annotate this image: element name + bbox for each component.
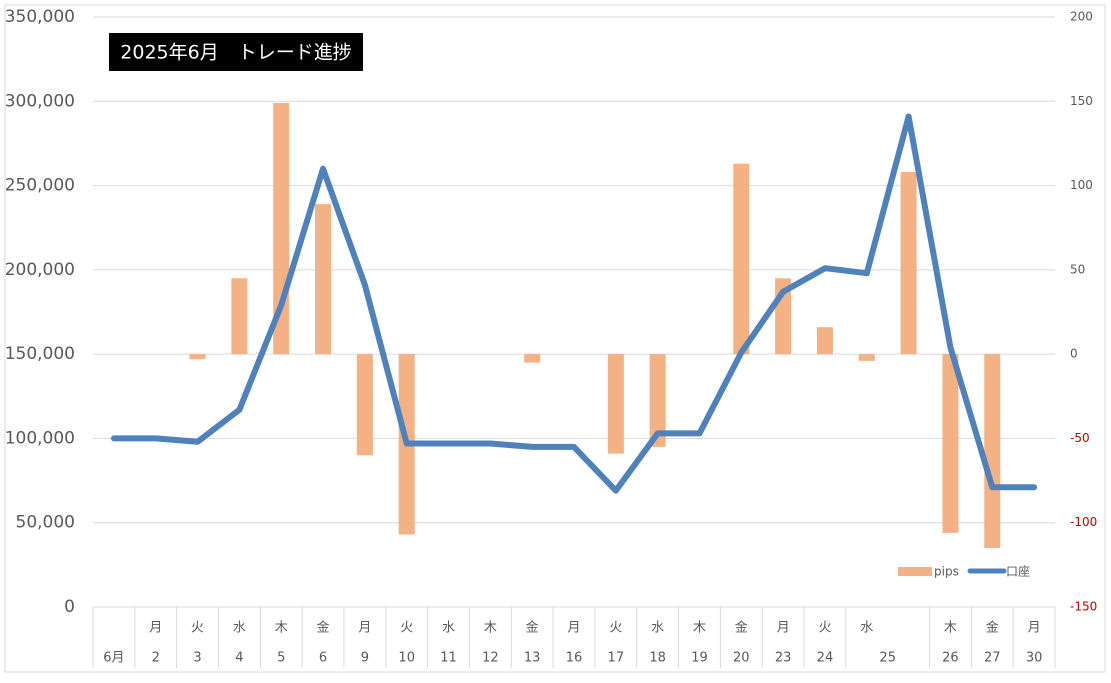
x-weekday-label: 月 (567, 621, 580, 636)
legend-swatch (898, 567, 932, 576)
y-tick-label: 350,000 (5, 7, 75, 27)
x-weekday-label: 水 (233, 621, 246, 636)
y2-tick-label: -50 (1070, 431, 1090, 445)
bar (858, 354, 875, 361)
y2-tick-label: 0 (1070, 347, 1078, 361)
x-tick-label: 6 (319, 651, 327, 666)
y-tick-label: 200,000 (5, 260, 75, 280)
x-weekday-label: 月 (777, 621, 790, 636)
x-weekday-label: 火 (400, 621, 413, 636)
x-weekday-label: 水 (860, 621, 873, 636)
bar (231, 278, 248, 355)
legend-label: 口座 (1006, 564, 1030, 579)
x-tick-label: 6月 (103, 651, 124, 666)
x-tick-label: 16 (566, 651, 583, 666)
line (110, 113, 1038, 494)
x-tick-label: 30 (1026, 651, 1043, 666)
x-tick-label: 2 (152, 651, 160, 666)
y-tick-label: 250,000 (5, 176, 75, 196)
x-tick-label: 26 (942, 651, 959, 666)
x-weekday-label: 月 (149, 621, 162, 636)
x-tick-label: 18 (649, 651, 666, 666)
x-weekday-label: 水 (651, 621, 664, 636)
bar (816, 327, 833, 355)
title-box (109, 33, 363, 71)
x-tick-label: 23 (775, 651, 792, 666)
x-tick-label: 17 (608, 651, 625, 666)
x-weekday-label: 木 (693, 621, 706, 636)
x-weekday-label: 木 (484, 621, 497, 636)
x-tick-label: 10 (398, 651, 415, 666)
y2-tick-label: 150 (1070, 94, 1093, 108)
y-tick-label: 0 (64, 597, 75, 617)
x-tick-label: 13 (524, 651, 541, 666)
x-weekday-label: 金 (317, 620, 330, 636)
y-tick-label: 300,000 (5, 91, 75, 111)
bar (649, 354, 666, 447)
plot: 0 50,000 100,000 150,000 200,000 250,000 300,0… (5, 7, 1097, 668)
y2-tick-label: -150 (1070, 600, 1097, 614)
x-tick-label: 24 (817, 651, 834, 666)
x-weekday-label: 月 (358, 621, 371, 636)
y-tick-label: 150,000 (5, 344, 75, 364)
x-weekday-label: 木 (275, 621, 288, 636)
x-tick-label: 5 (277, 651, 285, 666)
y-tick-label: 50,000 (16, 513, 75, 533)
y2-tick-label: 50 (1070, 262, 1085, 276)
bar (607, 354, 624, 454)
x-weekday-label: 水 (442, 621, 455, 636)
bar (733, 163, 750, 355)
bar (984, 354, 1001, 548)
x-weekday-label: 月 (1028, 621, 1041, 636)
x-weekday-label: 金 (735, 620, 748, 636)
bar (900, 172, 917, 355)
x-tick-label: 27 (984, 651, 1001, 666)
x-weekday-label: 木 (944, 621, 957, 636)
x-weekday-label: 火 (191, 621, 204, 636)
legend-label: pips (934, 565, 959, 579)
y2-tick-label: 100 (1070, 178, 1093, 192)
x-weekday-label: 火 (818, 621, 831, 636)
x-tick-label: 25 (879, 651, 896, 666)
bar (315, 204, 332, 355)
chart-title: 2025年6月 トレード進捗 (120, 42, 351, 64)
x-tick-label: 11 (440, 651, 457, 666)
x-tick-label: 3 (193, 651, 201, 666)
x-weekday-label: 金 (526, 620, 539, 636)
x-tick-label: 4 (235, 651, 243, 666)
bar (189, 354, 206, 360)
y2-tick-label: -100 (1070, 515, 1097, 529)
x-weekday-label: 火 (609, 621, 622, 636)
chart-border (4, 4, 1106, 673)
bar (942, 354, 959, 533)
x-tick-label: 20 (733, 651, 750, 666)
x-tick-label: 12 (482, 651, 499, 666)
y2-tick-label: 200 (1070, 10, 1093, 24)
x-tick-label: 9 (361, 651, 369, 666)
x-weekday-label: 金 (986, 620, 999, 636)
bar (356, 354, 373, 456)
y-tick-label: 100,000 (5, 428, 75, 448)
x-tick-label: 19 (691, 651, 708, 666)
bar (524, 354, 541, 363)
